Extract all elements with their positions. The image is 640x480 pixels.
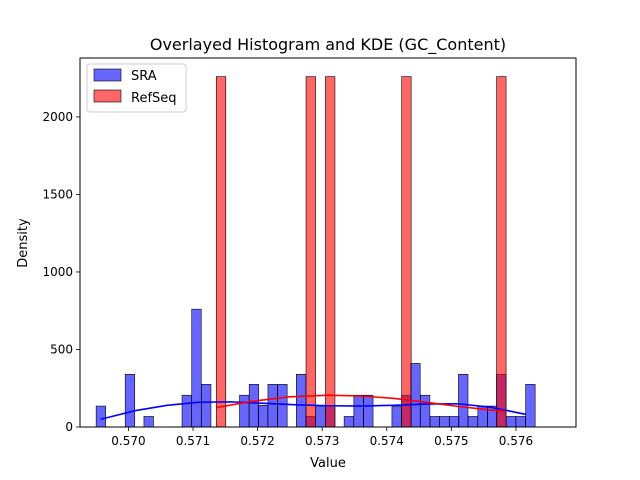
x-tick-label: 0.570 [111,434,145,448]
kde-line-sra [100,401,526,421]
histogram-bar-sra [420,394,431,428]
x-tick-label: 0.571 [176,434,210,448]
legend-swatch-sra [93,68,122,82]
histogram-bar-sra [515,416,526,428]
histogram-bar-sra [191,308,202,428]
y-axis-label: Density [16,218,31,268]
x-tick-label: 0.572 [240,434,274,448]
histogram-bar-refseq [215,76,227,428]
histogram-bar-sra [181,394,192,428]
histogram-bar-sra [429,416,440,428]
histogram-bar-refseq [401,76,412,428]
histogram-bar-sra [343,416,354,428]
histogram-bar-sra [363,394,374,428]
y-tick-label: 1000 [42,265,73,279]
histogram-bar-sra [296,373,307,428]
y-tick-label: 500 [50,342,73,356]
histogram-bar-refseq [496,76,507,428]
histogram-bar-sra [315,405,326,428]
y-tick-label: 0 [65,420,73,434]
histogram-bar-sra [458,373,469,428]
histogram-bar-sra [525,384,536,428]
legend-swatch-refseq [93,89,122,103]
histogram-bar-refseq [305,76,316,428]
histogram-bar-sra [267,384,278,428]
legend-label-refseq: RefSeq [131,91,177,106]
histogram-bar-sra [257,404,269,428]
legend: SRA RefSeq [86,63,187,113]
x-axis: 0.570 0.571 0.572 0.573 0.574 0.575 0.576 [111,427,533,448]
x-tick-label: 0.574 [370,434,404,448]
histogram-bar-sra [143,416,154,428]
histogram-bar-sra [95,405,106,428]
histogram-bar-sra [467,416,478,428]
y-tick-label: 2000 [42,110,73,124]
kde-line-refseq [216,394,507,413]
histogram-bar-sra [410,363,421,428]
histogram-bar-refseq [325,76,336,428]
histogram-bar-sra [248,384,260,428]
legend-label-sra: SRA [131,69,157,84]
histogram-bar-sra [124,373,136,428]
histogram-bar-sra [277,384,288,428]
x-axis-label: Value [310,456,346,471]
histogram-bar-sra [505,416,517,428]
x-tick-label: 0.573 [305,434,339,448]
histogram-bar-sra [239,394,250,428]
histogram-bar-sra [201,384,212,428]
y-axis: 0 500 1000 1500 2000 [42,110,80,434]
histogram-bar-sra [353,394,364,428]
histogram-bar-sra [449,416,460,428]
x-tick-label: 0.575 [434,434,468,448]
histogram-bar-sra [439,416,450,428]
axes-frame [79,57,577,428]
x-tick-label: 0.576 [499,434,533,448]
plot-area: 0.570 0.571 0.572 0.573 0.574 0.575 0.576 0 500… [42,57,577,448]
y-tick-label: 1500 [42,187,73,201]
histogram-bar-sra [391,405,402,428]
chart-title: Overlayed Histogram and KDE (GC_Content) [150,35,506,55]
